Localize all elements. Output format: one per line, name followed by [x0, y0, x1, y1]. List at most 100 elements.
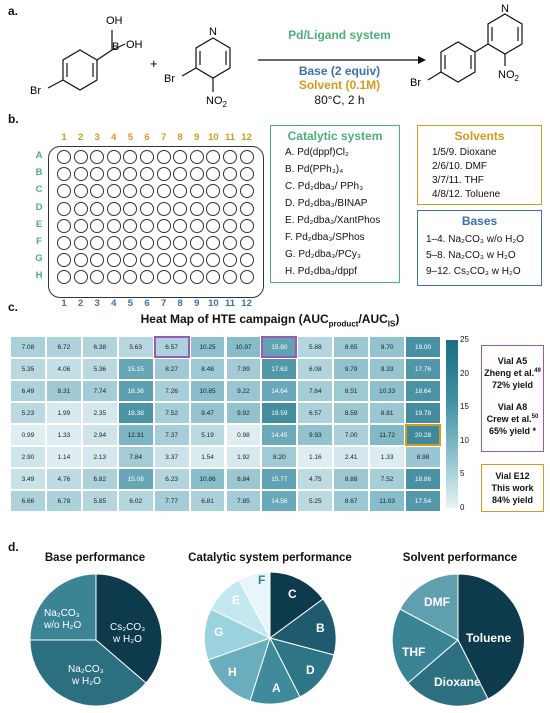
heatmap-cell: 15.77: [261, 468, 298, 490]
heatmap-title: Heat Map of HTE campaign (AUCproduct/AUC…: [140, 312, 400, 329]
bases-title: Bases: [461, 214, 498, 228]
heatmap-cell: 10.97: [225, 336, 262, 358]
solvent-pie: Toluene Dioxane THF DMF: [391, 573, 525, 707]
heatmap-cell: 1.33: [45, 424, 82, 446]
heatmap-cell: 9.93: [297, 424, 334, 446]
vial-a5-ref: Zheng et al.49: [484, 368, 541, 378]
base-label-na2co3-dry-2: w/o H₂O: [43, 620, 81, 631]
panel-label-b: b.: [8, 112, 19, 126]
heatmap-cell: 19.59: [261, 402, 298, 424]
solvent-slice-dmf: [399, 573, 459, 641]
heatmap-cell: 8.65: [333, 336, 370, 358]
product-br: Br: [410, 77, 421, 89]
heatmap-cell: 7.74: [81, 380, 118, 402]
solvent-slice-toluene: [457, 573, 525, 700]
heatmap-cell: 1.54: [189, 446, 226, 468]
solvent-item-4: 4/8/12. Toluene: [432, 189, 501, 200]
vial-e12-yield: 84% yield: [491, 495, 534, 505]
heatmap-cell: 6.82: [81, 468, 118, 490]
plate-col-label-bottom: 3: [94, 298, 100, 309]
heatmap-cell: 17.54: [405, 490, 441, 512]
heatmap-cell: 8.20: [261, 446, 298, 468]
vial-a8-yield: 65% yield *: [488, 426, 537, 436]
heatmap-cell: 5.36: [81, 358, 118, 380]
heatmap-cell: 6.23: [153, 468, 190, 490]
cat-label-f: F: [258, 573, 265, 587]
heatmap-cell: 5.25: [297, 490, 334, 512]
heatmap-cell: 9.92: [225, 402, 262, 424]
heatmap-cell: 11.72: [369, 424, 406, 446]
product-no2: NO2: [498, 69, 520, 83]
reagent2-n: N: [209, 26, 217, 38]
heatmap-cell: 8.59: [333, 402, 370, 424]
heatmap-cell: 6.08: [297, 358, 334, 380]
heatmap-cell: 17.76: [405, 358, 441, 380]
cat-slice-c: [269, 571, 324, 639]
vial-box-literature: Vial A5 Zheng et al.49 72% yield Vial A8…: [481, 345, 544, 452]
base-item-3: 9–12. Cs₂CO₃ w H₂O: [426, 266, 521, 277]
solvent-item-1: 1/5/9. Dioxane: [432, 147, 497, 158]
plate-col-label-bottom: 2: [77, 298, 84, 309]
vial-a8-ref: Crew et al.50: [486, 414, 539, 424]
heatmap-cell: 7.52: [153, 402, 190, 424]
cat-label-b: B: [316, 621, 325, 635]
base-item-1: 1–4. Na₂CO₃ w/o H₂O: [426, 234, 524, 245]
heatmap-highlight: [405, 424, 441, 446]
heatmap-cell: 6.02: [117, 490, 154, 512]
heatmap-cell: 8.31: [45, 380, 82, 402]
heatmap-cell: 9.22: [225, 380, 262, 402]
heatmap-cell: 7.00: [333, 424, 370, 446]
plate-col-label-bottom: 10: [208, 298, 219, 309]
plate-row-label: E: [35, 218, 43, 230]
heatmap-cell: 6.49: [10, 380, 46, 402]
vial-e12-ref: This work: [491, 483, 534, 493]
heatmap-cell: 5.19: [189, 424, 226, 446]
vial-a8-label: Vial A8: [497, 402, 528, 412]
reagent1-oh-top: OH: [106, 15, 123, 27]
heatmap-cell: 15.15: [117, 358, 154, 380]
cat-slice-d: [269, 637, 335, 698]
bases-box: Bases 1–4. Na₂CO₃ w/o H₂O 5–8. Na₂CO₃ w …: [417, 210, 542, 286]
base-pie-title: Base performance: [44, 552, 146, 564]
heatmap-cell: 18.86: [405, 468, 441, 490]
condition-solvent: Solvent (0.1M): [298, 78, 381, 92]
heatmap-cell: 9.47: [189, 402, 226, 424]
plate-row-label: D: [35, 201, 43, 213]
cat-label-d: D: [306, 663, 315, 677]
heatmap-cell: 8.88: [333, 468, 370, 490]
cat-label-a: A: [272, 681, 281, 695]
plate-col-label-top: 4: [111, 132, 117, 143]
solvent-slice-thf: [391, 608, 459, 684]
solvents-box: Solvents 1/5/9. Dioxane 2/6/10. DMF 3/7/…: [417, 125, 542, 205]
plate-col-label-bottom: 12: [241, 298, 252, 309]
heatmap-cell: 7.99: [225, 358, 262, 380]
catalyst-item-d: D. Pd₂dba₃/BINAP: [285, 198, 368, 209]
heatmap-cell: 6.81: [189, 490, 226, 512]
panel-label-a: a.: [8, 4, 19, 18]
panel-label-d: d.: [8, 540, 19, 554]
base-slice-na2co3-dry: [29, 573, 97, 641]
plate-col-label-top: 9: [194, 132, 200, 143]
heatmap-cell: 4.76: [45, 468, 82, 490]
plate-col-label-top: 12: [241, 132, 252, 143]
heatmap-cell: 15.08: [117, 468, 154, 490]
plate-col-label-top: 3: [94, 132, 100, 143]
heatmap-cell: 9.33: [369, 358, 406, 380]
base-label-cs2co3-1: Cs₂CO₃: [110, 622, 145, 633]
colorbar-tick-label: 0: [460, 503, 465, 512]
solvent-label-dioxane: Dioxane: [434, 675, 481, 689]
plate-col-label-top: 7: [160, 132, 167, 143]
heatmap-cell: 10.25: [189, 336, 226, 358]
reagent1-boron: B: [112, 41, 119, 53]
base-pie: Na₂CO₃ w/o H₂O Cs₂CO₃ w H₂O Na₂CO₃ w H₂O: [29, 573, 163, 707]
heatmap-cell: 9.70: [369, 336, 406, 358]
cat-slice-b: [268, 598, 337, 656]
heatmap-cell: 14.64: [261, 380, 298, 402]
condition-base: Base (2 equiv): [298, 64, 381, 78]
heatmap-cell: 3.49: [10, 468, 46, 490]
solvents-title: Solvents: [454, 129, 505, 143]
base-item-2: 5–8. Na₂CO₃ w H₂O: [426, 250, 516, 261]
heatmap-cell: 5.35: [10, 358, 46, 380]
plate-row-label: B: [35, 167, 43, 179]
heatmap-cell: 14.45: [261, 424, 298, 446]
